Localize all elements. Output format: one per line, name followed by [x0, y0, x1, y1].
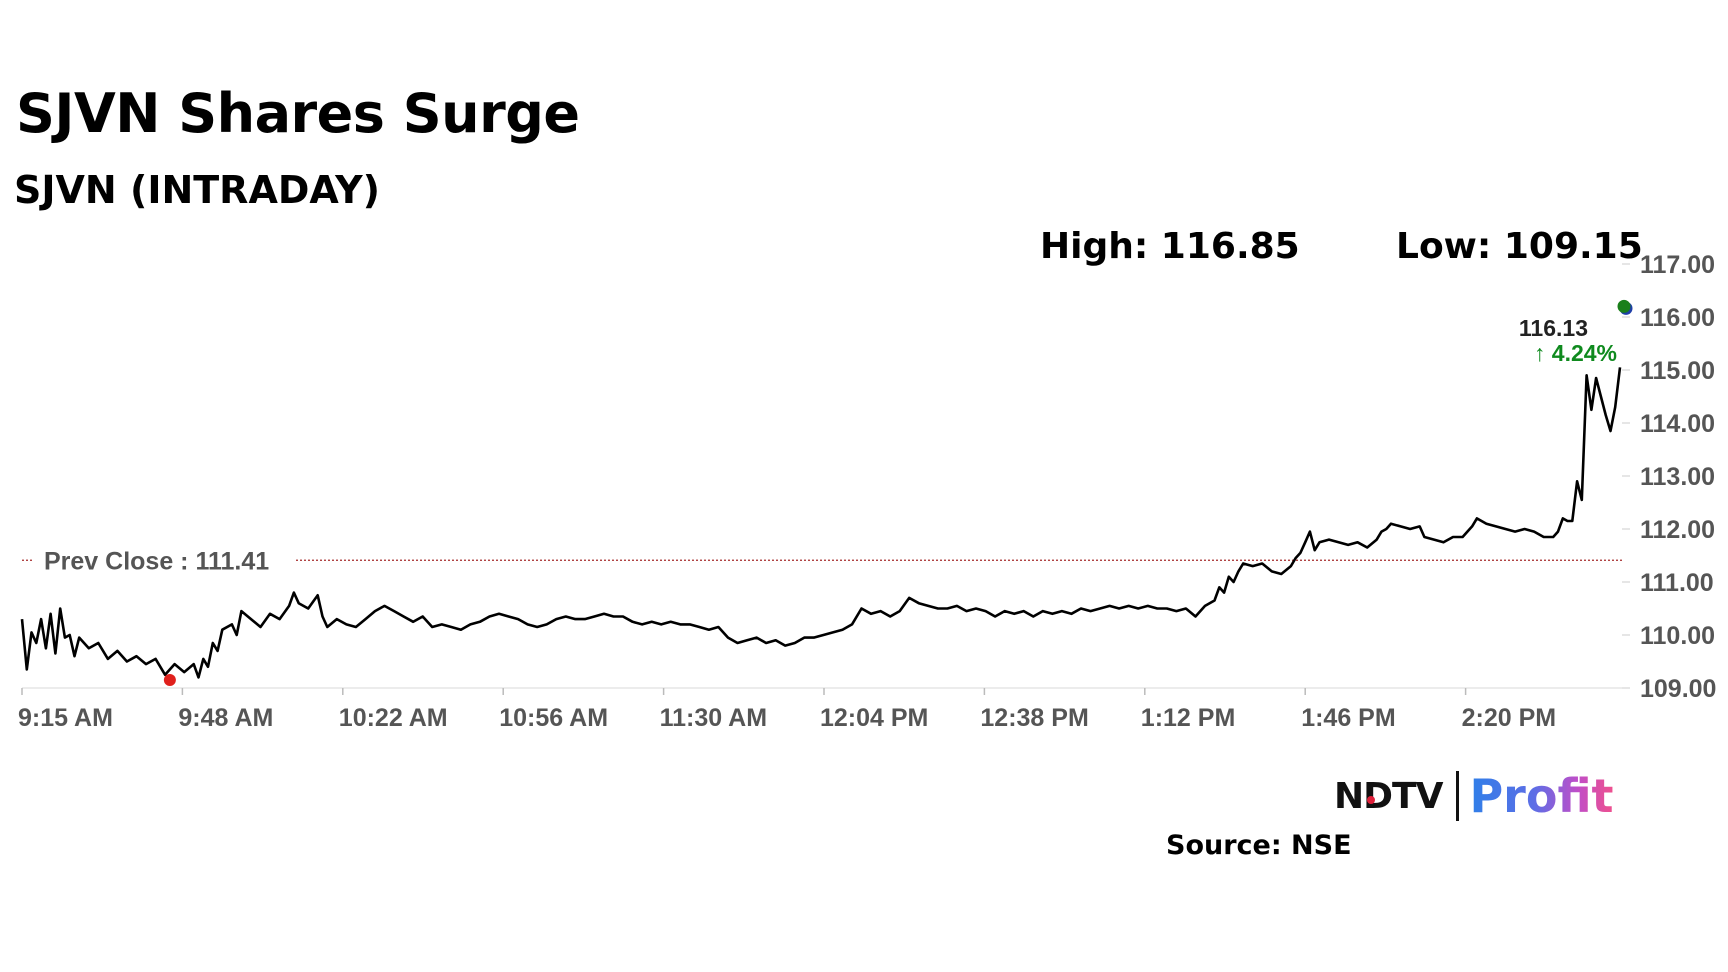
profit-wordmark: Profit	[1469, 769, 1614, 823]
y-tick-label: 116.00	[1640, 304, 1715, 332]
x-tick-label: 9:15 AM	[18, 704, 113, 732]
y-tick-label: 114.00	[1640, 410, 1715, 438]
high-value: High: 116.85	[1040, 226, 1300, 267]
x-tick-label: 1:12 PM	[1141, 704, 1235, 732]
last-change-label: ↑ 4.24%	[1534, 340, 1617, 366]
logo-dot	[1367, 795, 1375, 804]
x-tick-label: 12:38 PM	[980, 704, 1088, 732]
chart-subtitle: SJVN (INTRADAY)	[14, 168, 381, 212]
low-marker	[163, 674, 176, 687]
x-tick-label: 9:48 AM	[178, 704, 273, 732]
y-tick-label: 113.00	[1640, 463, 1715, 491]
x-tick-label: 1:46 PM	[1301, 704, 1395, 732]
x-tick-label: 11:30 AM	[660, 704, 767, 732]
y-tick-label: 111.00	[1640, 569, 1714, 597]
x-tick-label: 10:56 AM	[499, 704, 608, 732]
ndtv-profit-logo: NDTV Profit	[1334, 769, 1614, 823]
last-price-label: 116.13	[1519, 315, 1588, 341]
x-tick-label: 10:22 AM	[339, 704, 448, 732]
chart-title: SJVN Shares Surge	[16, 82, 580, 145]
high-marker	[1617, 299, 1631, 313]
prev-close-label: Prev Close : 111.41	[44, 547, 269, 575]
y-tick-label: 117.00	[1640, 251, 1715, 279]
y-tick-label: 115.00	[1640, 357, 1715, 385]
y-tick-label: 109.00	[1640, 675, 1716, 703]
low-value: Low: 109.15	[1396, 226, 1643, 267]
y-tick-label: 110.00	[1640, 622, 1715, 650]
ndtv-wordmark: NDTV	[1334, 775, 1443, 817]
source-note: Source: NSE	[1166, 830, 1352, 861]
x-tick-label: 12:04 PM	[820, 704, 928, 732]
price-line	[20, 367, 1622, 679]
logo-divider	[1456, 771, 1460, 821]
x-tick-label: 2:20 PM	[1462, 704, 1556, 732]
y-tick-label: 112.00	[1640, 516, 1715, 544]
